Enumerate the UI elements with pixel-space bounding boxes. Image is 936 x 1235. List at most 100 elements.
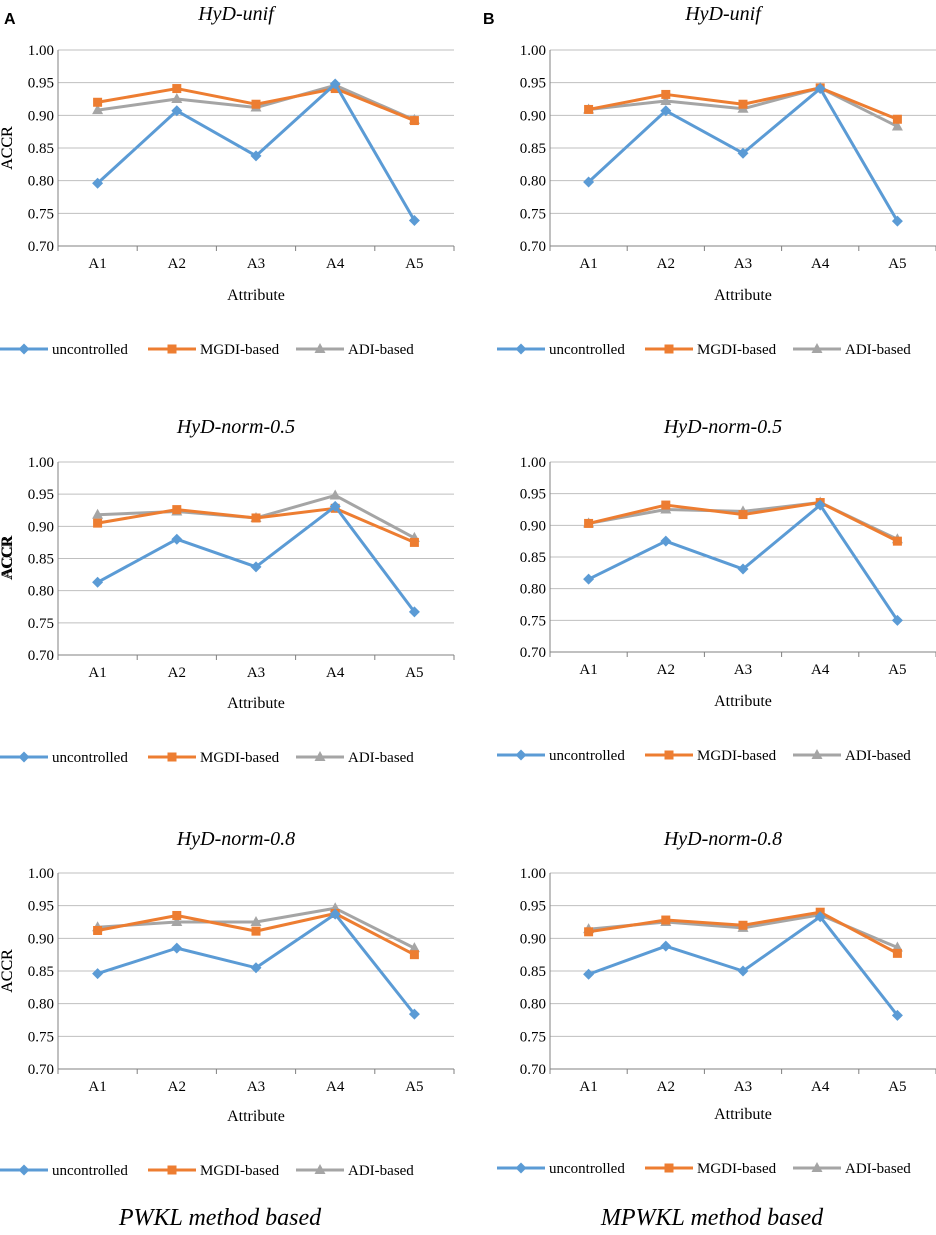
y-tick-label: 0.85 — [28, 141, 54, 157]
data-point — [891, 1009, 903, 1021]
series-MGDI-based — [93, 503, 419, 547]
legend-label: ADI-based — [845, 748, 911, 764]
legend-label: MGDI-based — [697, 342, 777, 358]
chart-title: HyD-unif — [197, 3, 276, 25]
y-axis-title: ACCR — [0, 949, 16, 993]
x-tick-label: A3 — [247, 256, 265, 272]
data-point — [92, 177, 104, 189]
legend-label: uncontrolled — [52, 1163, 128, 1179]
data-point — [250, 150, 262, 162]
legend-item: MGDI-based — [645, 748, 777, 764]
data-point — [661, 89, 671, 99]
y-tick-label: 1.00 — [28, 43, 54, 59]
data-point — [92, 576, 104, 588]
x-tick-label: A2 — [168, 1079, 186, 1095]
y-tick-label: 0.95 — [520, 487, 546, 503]
y-axis-title: ACCR — [0, 536, 16, 580]
legend-label: ADI-based — [845, 342, 911, 358]
legend-item: uncontrolled — [0, 750, 128, 766]
data-point — [660, 94, 672, 105]
data-point — [408, 215, 420, 227]
data-point — [661, 915, 671, 925]
legend-label: uncontrolled — [549, 342, 625, 358]
y-tick-label: 0.75 — [520, 613, 546, 629]
legend-item: uncontrolled — [497, 748, 625, 764]
column-caption-b: MPWKL method based — [600, 1205, 824, 1231]
data-point — [892, 114, 902, 124]
data-point — [329, 908, 341, 920]
x-tick-label: A4 — [326, 256, 345, 272]
data-point — [409, 116, 419, 126]
y-tick-label: 0.80 — [520, 174, 546, 190]
legend-label: uncontrolled — [549, 748, 625, 764]
data-point — [408, 942, 420, 953]
y-tick-label: 0.90 — [520, 518, 546, 534]
x-tick-label: A3 — [247, 665, 265, 681]
data-point — [660, 105, 672, 117]
data-point — [93, 518, 103, 528]
legend-marker — [811, 749, 823, 759]
data-point — [329, 489, 341, 500]
y-tick-label: 0.95 — [28, 76, 54, 92]
panel-label-a: A — [4, 11, 16, 28]
y-tick-label: 0.70 — [28, 239, 54, 255]
y-tick-label: 0.95 — [520, 76, 546, 92]
data-point — [892, 536, 902, 546]
data-point — [329, 78, 341, 90]
y-tick-label: 0.90 — [28, 108, 54, 124]
data-point — [172, 505, 182, 515]
x-tick-label: A5 — [405, 256, 423, 272]
legend-item: MGDI-based — [645, 342, 777, 358]
y-tick-label: 0.85 — [520, 141, 546, 157]
y-axis-title: ACCR — [0, 949, 16, 993]
series-MGDI-based — [584, 907, 902, 958]
data-point — [738, 920, 748, 930]
chart-title: HyD-norm-0.8 — [663, 828, 782, 850]
x-axis-title: Attribute — [227, 287, 285, 304]
x-tick-label: A5 — [888, 256, 906, 272]
data-point — [93, 925, 103, 935]
x-tick-label: A5 — [405, 1079, 423, 1095]
legend-marker — [664, 750, 674, 760]
y-tick-label: 0.95 — [28, 899, 54, 915]
legend: uncontrolled MGDI-based ADI-based — [0, 1163, 414, 1179]
x-tick-label: A1 — [579, 1079, 597, 1095]
y-axis-title: ACCR — [0, 126, 16, 170]
legend-item: uncontrolled — [497, 342, 625, 358]
data-point — [584, 104, 594, 114]
data-point — [814, 83, 826, 95]
legend-label: ADI-based — [348, 342, 414, 358]
x-tick-label: A3 — [247, 1079, 265, 1095]
legend-label: uncontrolled — [52, 750, 128, 766]
legend-label: MGDI-based — [200, 1163, 280, 1179]
legend-marker — [515, 749, 527, 761]
data-point — [737, 965, 749, 977]
data-point — [92, 104, 104, 115]
series-uncontrolled — [583, 911, 903, 1021]
data-point — [584, 927, 594, 937]
legend: uncontrolled MGDI-based ADI-based — [497, 1161, 911, 1177]
y-tick-label: 0.70 — [520, 1062, 546, 1078]
y-tick-label: 0.90 — [520, 931, 546, 947]
x-tick-label: A3 — [734, 1079, 752, 1095]
chart-title: HyD-norm-0.8 — [176, 828, 295, 850]
legend-item: ADI-based — [793, 342, 911, 358]
y-tick-label: 0.70 — [28, 1062, 54, 1078]
legend-marker — [664, 344, 674, 354]
data-point — [660, 535, 672, 547]
y-tick-label: 0.80 — [28, 997, 54, 1013]
data-point — [171, 942, 183, 954]
x-axis-title: Attribute — [714, 693, 772, 710]
data-point — [583, 176, 595, 188]
data-point — [93, 97, 103, 107]
y-tick-label: 0.75 — [520, 206, 546, 222]
data-point — [171, 105, 183, 117]
data-point — [737, 147, 749, 159]
legend-item: ADI-based — [296, 750, 414, 766]
data-point — [892, 948, 902, 958]
data-point — [251, 99, 261, 109]
data-point — [92, 508, 104, 519]
data-point — [251, 926, 261, 936]
data-point — [583, 968, 595, 980]
